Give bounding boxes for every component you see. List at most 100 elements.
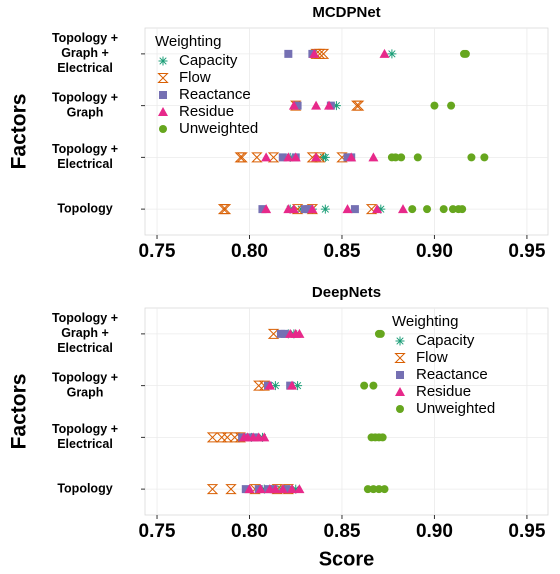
- point: [387, 49, 397, 59]
- legend-label: Unweighted: [416, 400, 495, 417]
- y-tick-label: Topology +: [52, 90, 118, 104]
- y-tick-label: Topology: [57, 201, 112, 215]
- point: [430, 101, 439, 110]
- point: [287, 484, 298, 494]
- point: [376, 329, 385, 338]
- y-tick-label: Electrical: [57, 437, 113, 451]
- point: [294, 484, 305, 494]
- point: [352, 100, 365, 111]
- point: [365, 204, 378, 215]
- point: [346, 152, 357, 162]
- point: [309, 48, 320, 58]
- point: [311, 152, 322, 162]
- legend-title: Weighting: [155, 33, 221, 50]
- point: [293, 381, 303, 391]
- x-tick-label: 0.90: [416, 521, 453, 542]
- chart-title: MCDPNet: [312, 4, 380, 21]
- point: [304, 205, 313, 214]
- point: [287, 380, 298, 390]
- point: [206, 432, 219, 443]
- y-tick-label: Topology +: [52, 422, 118, 436]
- point: [206, 484, 219, 495]
- point: [282, 485, 291, 494]
- x-tick-label: 0.80: [231, 521, 268, 542]
- point: [368, 152, 379, 162]
- point: [270, 484, 281, 494]
- legend-label: Capacity: [179, 52, 238, 69]
- point: [267, 328, 280, 339]
- y-tick-label: Graph +: [61, 46, 109, 60]
- y-tick-label: Electrical: [57, 157, 113, 171]
- point: [331, 101, 341, 111]
- x-tick-label: 0.85: [323, 241, 360, 262]
- x-tick-label: 0.90: [416, 241, 453, 262]
- point: [461, 49, 470, 58]
- point: [236, 152, 248, 163]
- point: [360, 381, 369, 390]
- x-tick-label: 0.95: [508, 241, 545, 262]
- point: [264, 380, 275, 390]
- point: [307, 204, 318, 214]
- y-axis-title: Factors: [8, 94, 31, 170]
- legend-symbol: [158, 56, 168, 66]
- y-tick-label: Electrical: [57, 61, 113, 75]
- x-tick-label: 0.95: [508, 521, 545, 542]
- y-axis-title: Factors: [8, 374, 31, 450]
- legend-symbol: [158, 107, 168, 116]
- legend-symbol: [395, 336, 405, 346]
- x-axis-title: Score: [319, 548, 375, 570]
- y-tick-label: Topology: [57, 481, 112, 495]
- point: [267, 152, 280, 163]
- point: [291, 204, 304, 215]
- legend-symbol: [157, 73, 169, 83]
- point: [278, 153, 287, 162]
- point: [380, 485, 389, 494]
- point: [447, 101, 456, 110]
- legend-label: Capacity: [416, 332, 475, 349]
- x-tick-label: 0.85: [323, 521, 360, 542]
- point: [251, 152, 263, 163]
- point: [280, 329, 289, 338]
- legend-symbol: [395, 387, 405, 396]
- point: [317, 48, 330, 59]
- y-tick-label: Topology +: [52, 311, 118, 325]
- point: [244, 484, 255, 494]
- legend-symbol: [159, 125, 167, 133]
- point: [379, 48, 390, 58]
- x-tick-label: 0.75: [139, 241, 176, 262]
- y-tick-label: Topology +: [52, 31, 118, 45]
- x-tick-label: 0.75: [139, 521, 176, 542]
- y-tick-label: Graph +: [61, 326, 109, 340]
- y-tick-label: Topology +: [52, 370, 118, 384]
- legend-label: Reactance: [179, 86, 251, 103]
- legend-symbol: [396, 371, 404, 379]
- point: [324, 100, 335, 110]
- point: [320, 152, 330, 162]
- point: [311, 100, 322, 110]
- legend-label: Flow: [416, 349, 448, 366]
- legend-title: Weighting: [392, 313, 458, 330]
- y-tick-label: Graph: [67, 385, 104, 399]
- x-tick-label: 0.80: [231, 241, 268, 262]
- point: [314, 152, 326, 163]
- point: [241, 485, 250, 494]
- point: [369, 485, 378, 494]
- legend-label: Reactance: [416, 366, 488, 383]
- point: [270, 381, 280, 391]
- legend-label: Unweighted: [179, 120, 258, 137]
- point: [376, 204, 386, 214]
- point: [291, 484, 301, 494]
- point: [277, 484, 288, 494]
- legend-symbol: [159, 91, 167, 99]
- point: [342, 204, 353, 214]
- plot-area: [144, 307, 549, 516]
- point: [320, 204, 330, 214]
- legend-symbol: [396, 405, 404, 413]
- point: [408, 205, 417, 214]
- point: [413, 153, 422, 162]
- point: [374, 485, 383, 494]
- y-tick-label: Graph: [67, 105, 104, 119]
- point: [363, 485, 372, 494]
- point: [283, 152, 294, 162]
